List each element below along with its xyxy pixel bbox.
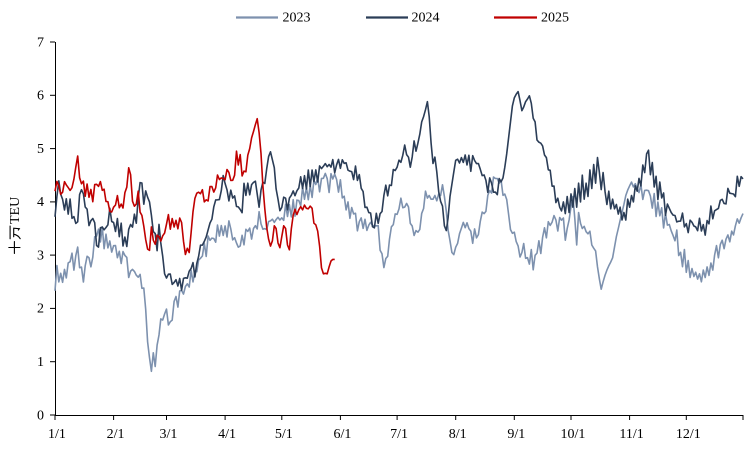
svg-text:3/1: 3/1 bbox=[160, 427, 178, 442]
svg-text:4: 4 bbox=[37, 195, 44, 210]
svg-text:10/1: 10/1 bbox=[561, 427, 586, 442]
svg-text:11/1: 11/1 bbox=[619, 427, 643, 442]
svg-text:3: 3 bbox=[37, 248, 44, 263]
svg-text:6/1: 6/1 bbox=[333, 427, 351, 442]
svg-text:0: 0 bbox=[37, 408, 44, 423]
svg-text:7/1: 7/1 bbox=[390, 427, 408, 442]
svg-text:9/1: 9/1 bbox=[507, 427, 525, 442]
svg-text:8/1: 8/1 bbox=[449, 427, 467, 442]
svg-text:2025: 2025 bbox=[541, 11, 569, 26]
svg-text:4/1: 4/1 bbox=[218, 427, 236, 442]
svg-text:1: 1 bbox=[37, 355, 44, 370]
svg-text:12/1: 12/1 bbox=[676, 427, 701, 442]
svg-text:2023: 2023 bbox=[283, 11, 311, 26]
svg-text:TEU: TEU bbox=[8, 197, 23, 224]
svg-text:5/1: 5/1 bbox=[275, 427, 293, 442]
svg-text:2: 2 bbox=[37, 302, 44, 317]
svg-text:5: 5 bbox=[37, 142, 44, 157]
svg-text:6: 6 bbox=[37, 89, 44, 104]
svg-text:2024: 2024 bbox=[412, 11, 440, 26]
svg-text:2/1: 2/1 bbox=[107, 427, 125, 442]
svg-text:7: 7 bbox=[37, 35, 44, 50]
svg-text:1/1: 1/1 bbox=[48, 427, 66, 442]
